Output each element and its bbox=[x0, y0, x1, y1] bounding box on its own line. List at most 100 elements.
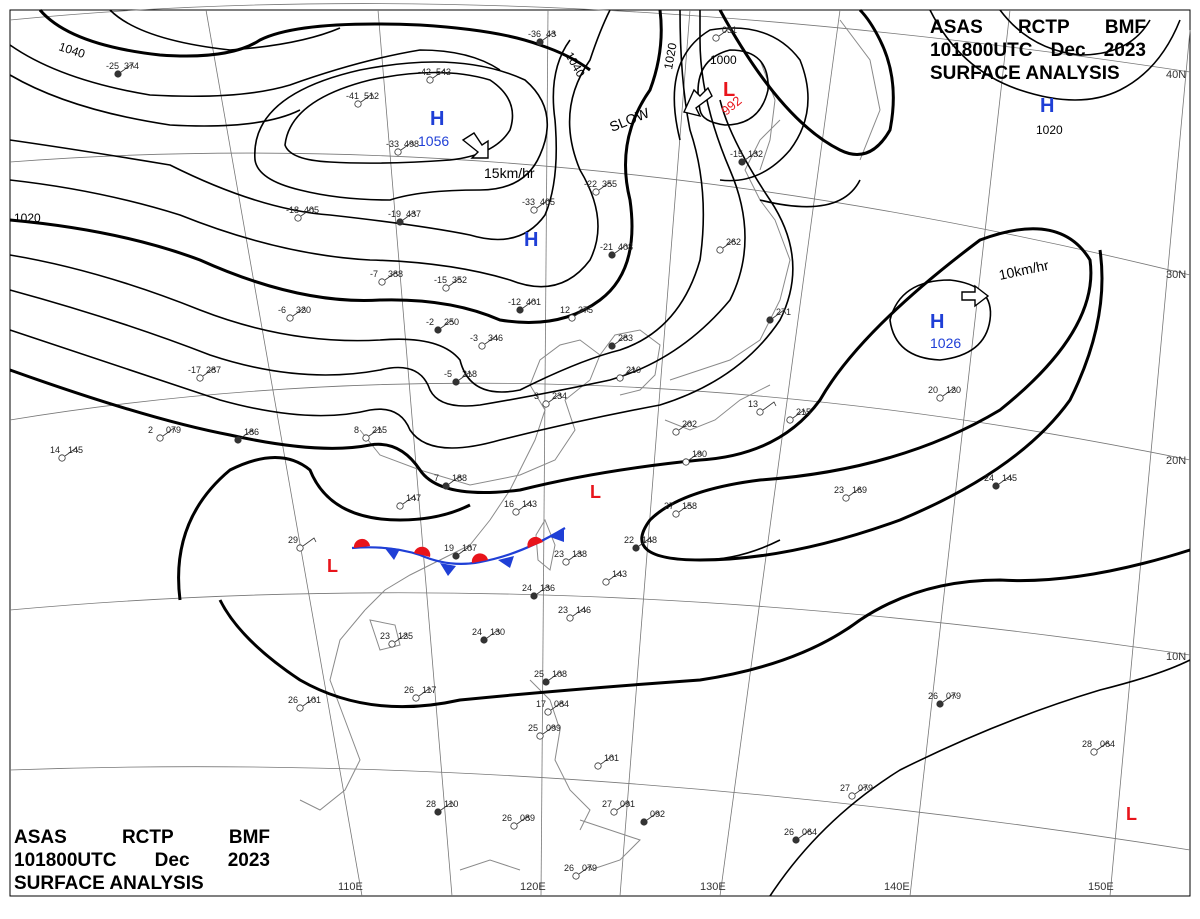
isobar bbox=[254, 61, 548, 201]
station-pressure: 498 bbox=[404, 139, 419, 149]
isobar bbox=[759, 179, 861, 208]
station-circle bbox=[388, 640, 396, 648]
station-circle bbox=[786, 416, 794, 424]
station-plot: -6 320 bbox=[278, 305, 311, 322]
parallel-line bbox=[9, 592, 1191, 656]
station-plot: 28 110 bbox=[426, 799, 458, 816]
station-pressure: 186 bbox=[244, 427, 259, 437]
station-plot: 27 091 bbox=[602, 799, 635, 816]
station-pressure: 117 bbox=[422, 685, 436, 695]
station-plots: -25 374-41 512-42 543-36 43-33 498-18 405 -19 43… bbox=[50, 25, 1115, 880]
isobars bbox=[9, 8, 1191, 897]
wind-barb bbox=[572, 607, 587, 617]
station-temperature: -17 bbox=[188, 365, 201, 375]
station-pressure: 099 bbox=[546, 723, 561, 733]
wind-barb bbox=[718, 27, 733, 37]
latitude-label: 20N bbox=[1166, 455, 1186, 467]
station-pressure: 262 bbox=[726, 237, 741, 247]
longitude-label: 110E bbox=[338, 881, 363, 893]
isobar bbox=[673, 27, 809, 182]
station-circle bbox=[452, 552, 460, 560]
isobar bbox=[9, 9, 663, 324]
station-temperature: -6 bbox=[278, 305, 286, 315]
korea-coast bbox=[599, 329, 661, 396]
station-temperature: 25 bbox=[534, 669, 544, 679]
station-plot: 210 bbox=[616, 365, 641, 382]
cold-front-triangle bbox=[384, 547, 400, 560]
station-plot: 143 bbox=[602, 569, 627, 586]
station-circle bbox=[766, 316, 774, 324]
isobar-label: 1040 bbox=[57, 40, 87, 62]
station-plot: -5 218 bbox=[444, 369, 477, 386]
station-pressure: 130 bbox=[490, 627, 505, 637]
wind-barb bbox=[536, 199, 551, 209]
station-temperature: 16 bbox=[504, 499, 514, 509]
station-circle bbox=[354, 100, 362, 108]
isobar bbox=[697, 49, 769, 126]
station-temperature: 20 bbox=[928, 385, 938, 395]
station-pressure: 031 bbox=[722, 25, 737, 35]
station-circle bbox=[640, 818, 648, 826]
station-circle bbox=[602, 578, 610, 586]
station-circle bbox=[478, 342, 486, 350]
isobar bbox=[699, 539, 781, 561]
station-temperature: -22 bbox=[584, 179, 597, 189]
isobar bbox=[9, 39, 571, 241]
station-plot: -18 405 bbox=[286, 205, 319, 222]
station-circle bbox=[234, 436, 242, 444]
wind-barb bbox=[762, 401, 777, 411]
station-pressure: 405 bbox=[540, 197, 555, 207]
station-circle bbox=[510, 822, 518, 830]
wind-barb bbox=[608, 571, 623, 581]
station-temperature: 27 bbox=[840, 783, 850, 793]
station-pressure: 158 bbox=[682, 501, 697, 511]
station-pressure: 543 bbox=[436, 67, 451, 77]
station-pressure: 091 bbox=[620, 799, 635, 809]
station-temperature: -25 bbox=[106, 61, 119, 71]
station-plot: 17 084 bbox=[536, 699, 569, 716]
station-temperature: 2 bbox=[148, 425, 153, 435]
wind-barb bbox=[418, 687, 433, 697]
wind-barb bbox=[848, 487, 863, 497]
wind-barb bbox=[678, 503, 693, 513]
arrow-icon bbox=[461, 132, 489, 159]
wind-barb bbox=[792, 409, 807, 419]
title-source: ASAS bbox=[14, 827, 67, 848]
map-title-top: ASAS RCTP BMF 101800UTC Dec 2023 SURFACE… bbox=[930, 16, 1146, 85]
isobar-label: 1000 bbox=[710, 53, 737, 67]
station-temperature: -41 bbox=[346, 91, 359, 101]
station-circle bbox=[480, 636, 488, 644]
isobar bbox=[999, 9, 1151, 56]
station-pressure: 437 bbox=[406, 209, 421, 219]
station-temperature: 7 bbox=[434, 473, 439, 483]
station-plot: 25 099 bbox=[528, 723, 561, 740]
station-plot: 190 bbox=[682, 449, 707, 466]
taiwan-coast bbox=[535, 518, 556, 571]
station-temperature: 24 bbox=[984, 473, 994, 483]
arrow-icon bbox=[683, 86, 713, 118]
station-temperature: 25 bbox=[528, 723, 538, 733]
title-time: 101800UTC bbox=[930, 40, 1033, 61]
station-pressure: 346 bbox=[488, 333, 503, 343]
title-code: BMF bbox=[1104, 17, 1146, 38]
station-plot: 101 bbox=[594, 753, 619, 770]
station-circle bbox=[608, 251, 616, 259]
station-circle bbox=[568, 314, 576, 322]
station-pressure: 210 bbox=[626, 365, 641, 375]
station-pressure: 43 bbox=[546, 29, 556, 39]
wind-barb bbox=[518, 501, 533, 511]
wind-barb bbox=[614, 335, 629, 345]
wind-barb bbox=[202, 367, 217, 377]
station-temperature: -2 bbox=[426, 317, 434, 327]
station-pressure: 145 bbox=[68, 445, 83, 455]
station-circle bbox=[442, 482, 450, 490]
meridian-line bbox=[540, 9, 549, 897]
isobar bbox=[177, 456, 471, 601]
wind-barb bbox=[400, 141, 415, 151]
station-circle bbox=[566, 614, 574, 622]
high-pressure-value: 1056 bbox=[418, 133, 449, 149]
station-pressure: 064 bbox=[1100, 739, 1115, 749]
station-plot: -25 374 bbox=[106, 61, 139, 78]
station-plot: 27 079 bbox=[840, 783, 873, 800]
warm-front-bump bbox=[471, 553, 488, 563]
